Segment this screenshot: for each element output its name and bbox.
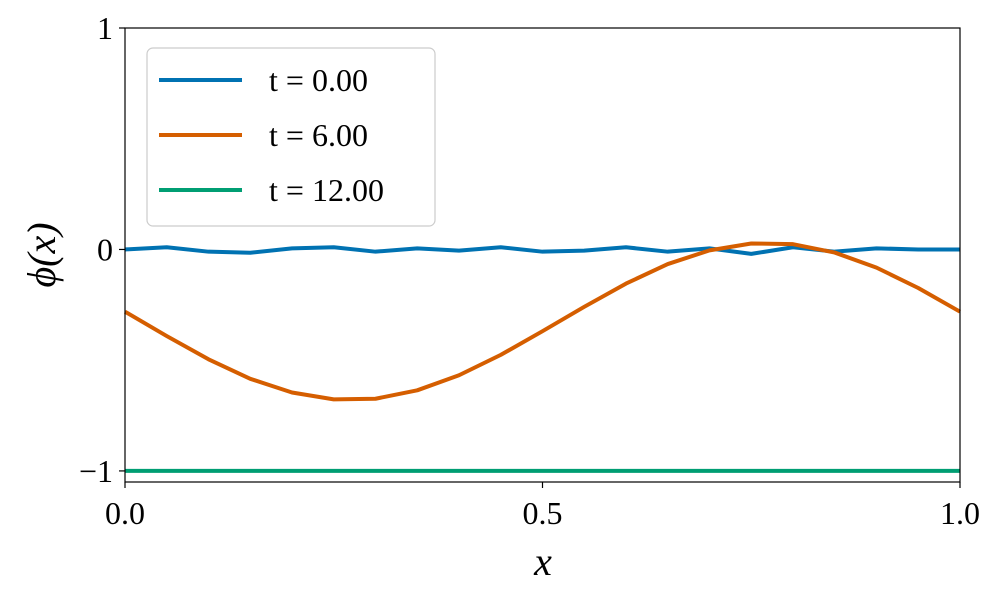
legend-label: t = 0.00 bbox=[269, 62, 368, 98]
legend-label: t = 12.00 bbox=[269, 172, 384, 208]
data-line bbox=[123, 241, 961, 402]
y-tick-label: −1 bbox=[79, 453, 113, 489]
x-tick-label: 0.0 bbox=[105, 495, 145, 531]
y-axis-label: ϕ(x) bbox=[19, 222, 64, 287]
legend-box bbox=[146, 47, 436, 227]
x-tick-label: 1.0 bbox=[940, 495, 980, 531]
legend-label: t = 6.00 bbox=[269, 117, 368, 153]
y-tick-label: 0 bbox=[97, 231, 113, 267]
y-tick-label: 1 bbox=[97, 10, 113, 46]
x-axis-label: x bbox=[533, 539, 552, 584]
x-tick-label: 0.5 bbox=[523, 495, 563, 531]
